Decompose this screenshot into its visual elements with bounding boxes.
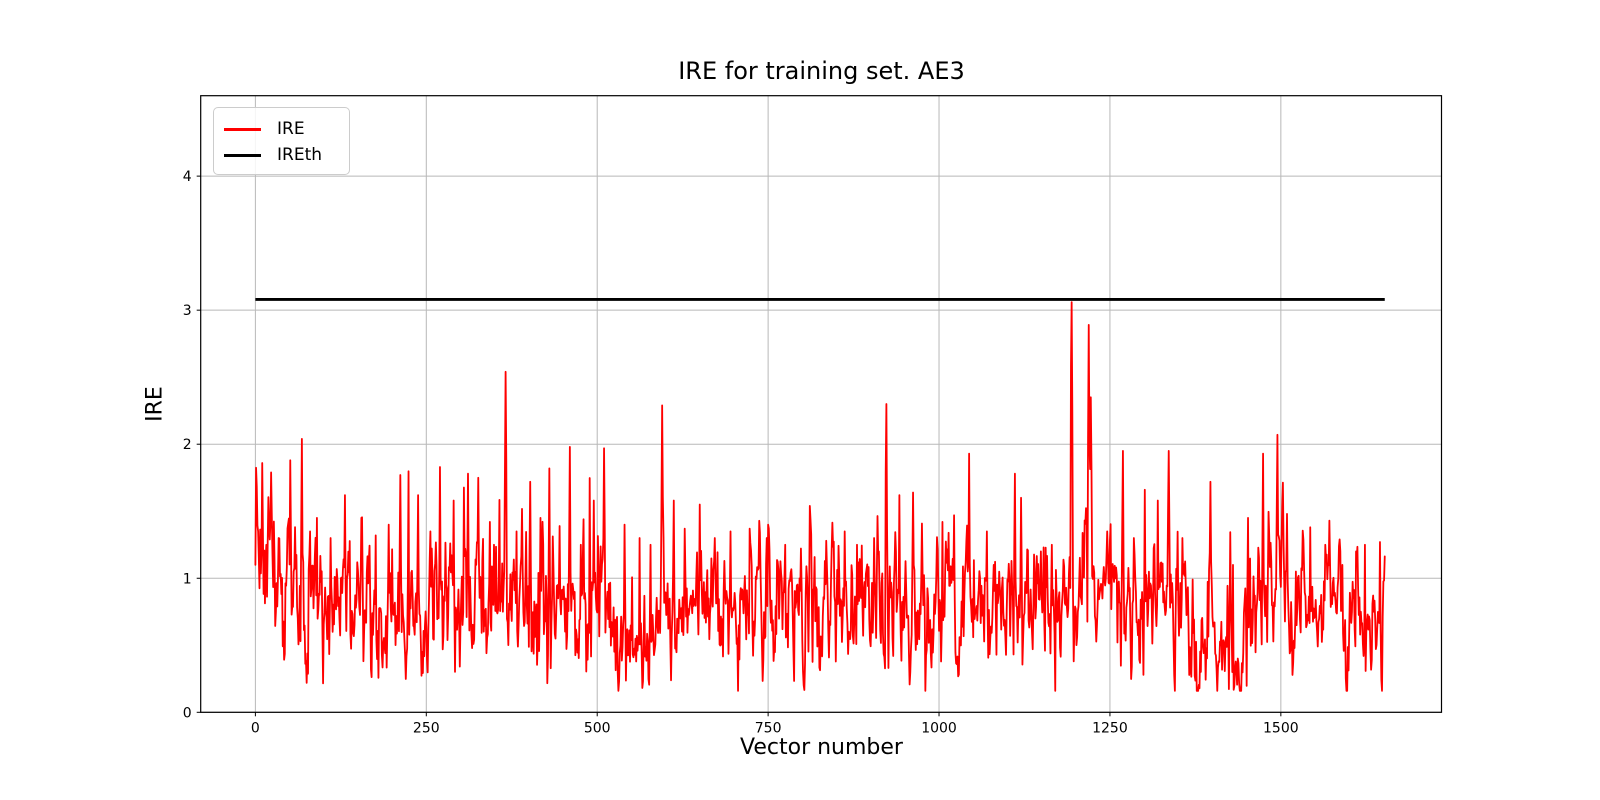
x-tick-label: 500 [584,720,611,736]
x-tick-label: 1250 [1092,720,1128,736]
legend-label-ire: IRE [277,118,305,139]
y-tick-label: 2 [183,437,192,453]
chart-title: IRE for training set. AE3 [678,57,965,85]
ire-line-swatch [224,127,261,131]
x-axis-label: Vector number [740,735,903,760]
x-tick-label: 1500 [1263,720,1299,736]
y-tick-label: 1 [183,571,192,587]
x-tick-label: 1000 [921,720,957,736]
x-tick-label: 250 [413,720,440,736]
ire-line [254,301,1386,692]
legend-label-ireth: IREth [277,144,323,165]
ireth-line-swatch [224,153,261,157]
x-tick-label: 750 [755,720,782,736]
y-tick-label: 3 [183,303,192,319]
legend: IRE IREth [213,107,350,175]
plot-box [200,95,1443,713]
y-tick-label: 4 [183,169,192,185]
y-tick-label: 0 [183,705,192,721]
legend-entry-ireth: IREth [224,142,339,168]
x-tick-label: 0 [251,720,260,736]
legend-entry-ire: IRE [224,116,339,142]
y-axis-label: IRE [142,386,168,422]
